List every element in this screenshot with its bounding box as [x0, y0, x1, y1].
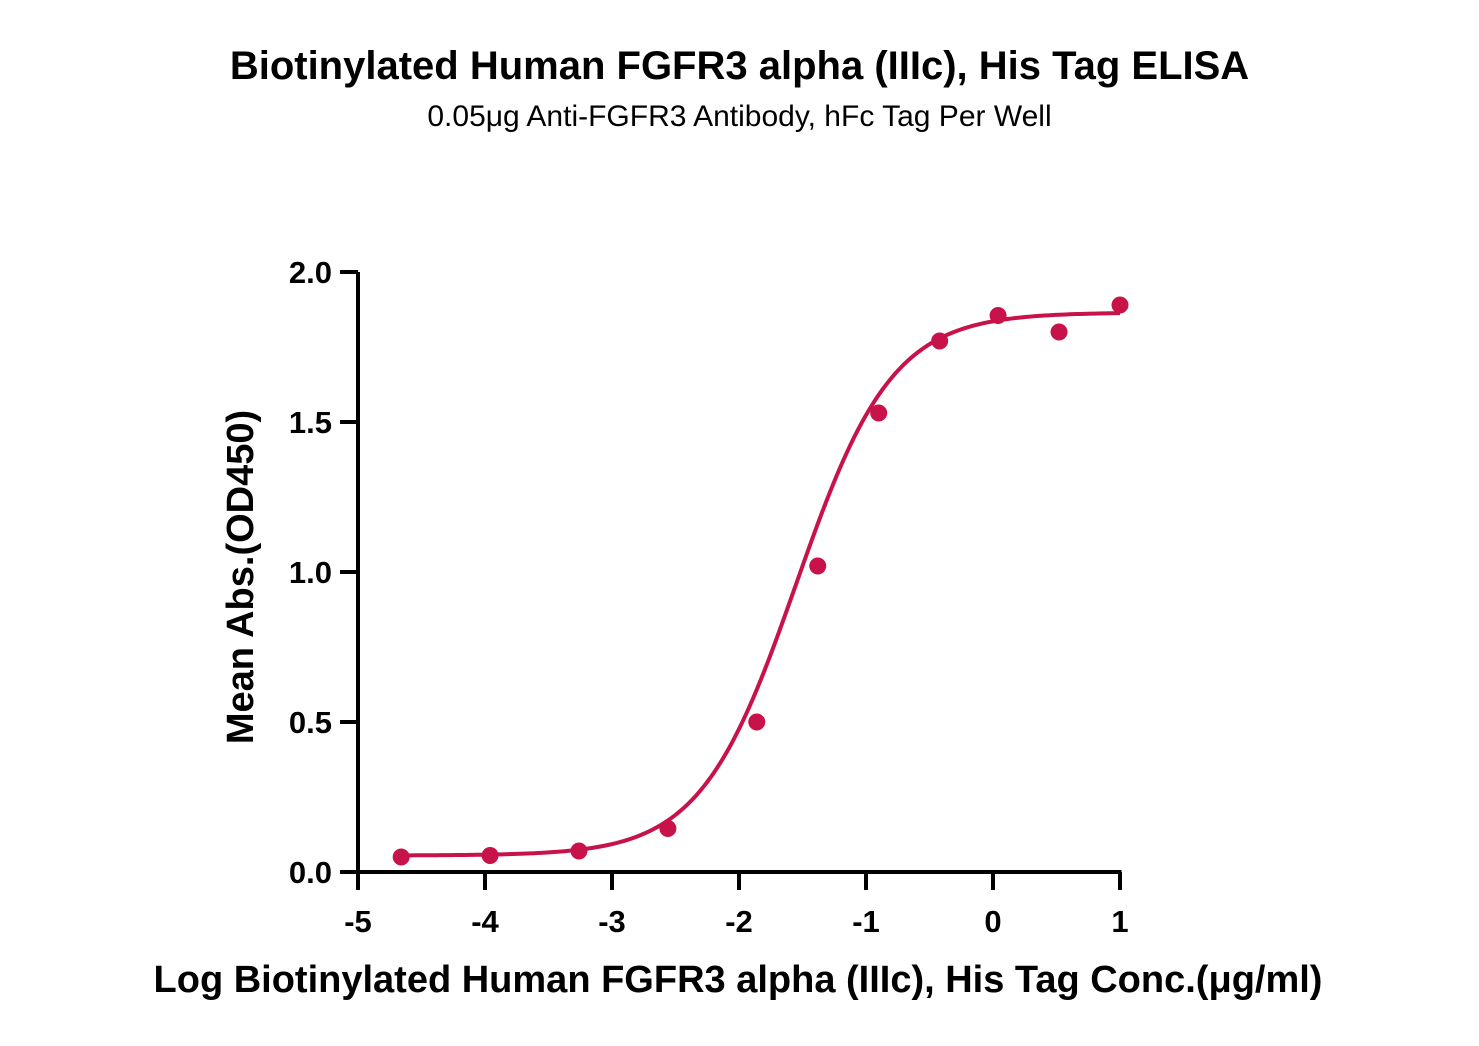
- data-point: [748, 713, 766, 731]
- y-axis-title: Mean Abs.(OD450): [220, 410, 262, 744]
- x-tick-label: 0: [984, 904, 1001, 939]
- data-point: [659, 820, 677, 837]
- chart-title: Biotinylated Human FGFR3 alpha (IIIc), H…: [229, 44, 1250, 88]
- x-tick-label: -4: [471, 904, 499, 939]
- data-point: [481, 847, 499, 864]
- data-point: [570, 842, 588, 860]
- data-point: [931, 332, 949, 350]
- axes: 0.0 0.5 1.0 1.5 2.0 -5 -4 -3 -2 -1 0 1: [289, 255, 1129, 939]
- data-point: [870, 404, 888, 422]
- x-tick-label: 1: [1111, 904, 1128, 939]
- data-point: [809, 557, 827, 575]
- chart-subtitle: 0.05μg Anti-FGFR3 Antibody, hFc Tag Per …: [427, 100, 1052, 133]
- data-point: [392, 848, 410, 866]
- y-tick-label: 1.0: [289, 555, 332, 590]
- x-tick-label: -3: [598, 904, 626, 939]
- y-tick-label: 2.0: [289, 255, 332, 290]
- x-tick-label: -2: [725, 904, 753, 939]
- x-axis-title: Log Biotinylated Human FGFR3 alpha (IIIc…: [154, 959, 1323, 1001]
- fit-curve-group: [401, 311, 1121, 858]
- y-tick-label: 0.5: [289, 705, 332, 740]
- data-point: [1050, 323, 1068, 341]
- y-tick-label: 0.0: [289, 855, 332, 890]
- data-points: [392, 296, 1129, 866]
- data-point: [989, 307, 1007, 324]
- fit-curve: [401, 311, 1121, 858]
- data-point: [1111, 296, 1129, 314]
- y-tick-label: 1.5: [289, 405, 332, 440]
- x-tick-label: -1: [852, 904, 880, 939]
- x-tick-label: -5: [344, 904, 372, 939]
